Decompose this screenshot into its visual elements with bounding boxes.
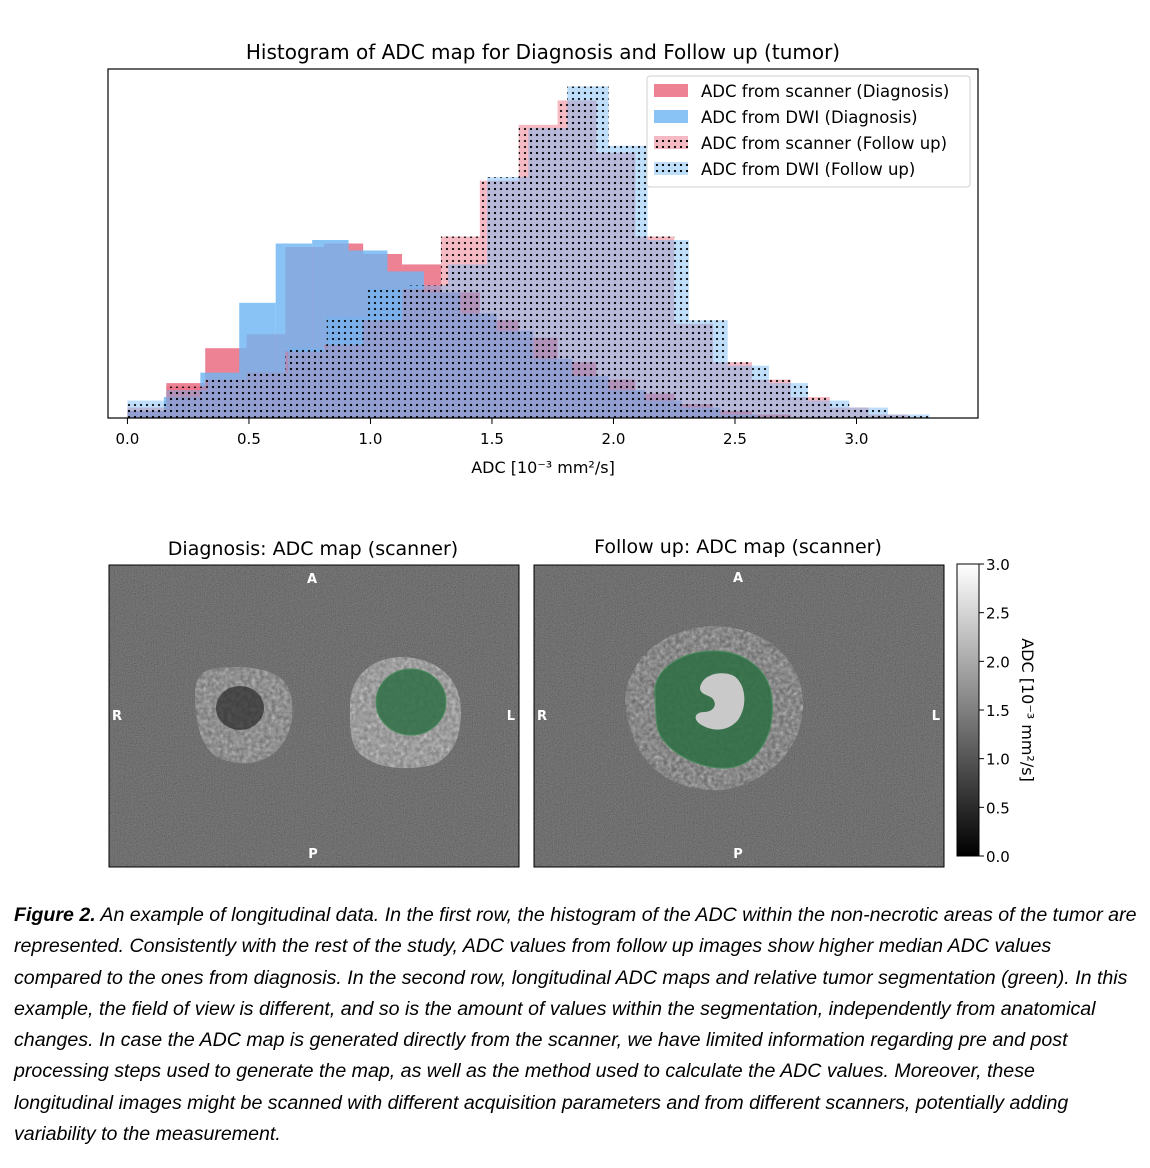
legend-item: ADC from DWI (Follow up) <box>654 160 915 179</box>
caption-text: An example of longitudinal data. In the … <box>14 904 1137 1146</box>
hist-bar-hatch <box>608 145 648 418</box>
legend-item: ADC from scanner (Diagnosis) <box>654 82 949 101</box>
colorbar-tick-label: 1.0 <box>986 751 1010 769</box>
x-axis-label: ADC [10⁻³ mm²/s] <box>471 458 615 477</box>
legend-swatch <box>654 84 688 97</box>
hist-bar-hatch <box>127 400 167 418</box>
chart-title: Histogram of ADC map for Diagnosis and F… <box>246 40 840 64</box>
orientation-bottom-right: P <box>733 847 743 862</box>
anatomy-left <box>195 657 461 769</box>
legend-swatch <box>654 110 688 123</box>
hist-bar-hatch <box>528 128 568 418</box>
hist-bar-hatch <box>368 288 407 418</box>
legend-swatch-hatch <box>654 136 688 149</box>
colorbar-tick-label: 0.0 <box>986 848 1010 866</box>
caption-label: Figure 2. <box>14 904 96 926</box>
hist-bar-hatch <box>567 86 609 418</box>
x-tick-label: 2.0 <box>602 430 626 448</box>
hist-bar-hatch <box>448 264 488 418</box>
hist-bar-hatch <box>849 407 889 418</box>
legend-label: ADC from scanner (Diagnosis) <box>701 82 949 101</box>
orientation-left-right: R <box>537 709 547 724</box>
hist-bar-hatch <box>406 285 449 418</box>
map-title-diagnosis: Diagnosis: ADC map (scanner) <box>168 538 458 560</box>
colorbar-tick-label: 3.0 <box>986 556 1010 574</box>
figure-caption: Figure 2. An example of longitudinal dat… <box>14 900 1139 1150</box>
histogram-chart: Histogram of ADC map for Diagnosis and F… <box>107 40 979 477</box>
hist-bar-hatch <box>888 414 930 418</box>
orientation-right-right: L <box>932 709 940 724</box>
orientation-left-left: R <box>112 709 122 724</box>
histogram-bars <box>127 86 930 418</box>
legend: ADC from scanner (Diagnosis) ADC from DWI… <box>646 75 971 188</box>
map-follow-up: Follow up: ADC map (scanner) A P R L <box>533 536 945 868</box>
orientation-right-left: L <box>507 709 515 724</box>
hist-bar-hatch <box>688 320 728 418</box>
legend-swatch-hatch <box>654 162 688 175</box>
x-tick-label: 1.5 <box>480 430 504 448</box>
hist-bar-hatch <box>287 348 327 418</box>
colorbar-tick-label: 0.5 <box>986 799 1010 817</box>
hist-bar-hatch <box>647 240 689 418</box>
orientation-bottom-left: P <box>308 847 318 862</box>
hist-bar-hatch <box>487 177 529 418</box>
x-tick-label: 0.0 <box>116 430 140 448</box>
legend-label: ADC from DWI (Diagnosis) <box>701 108 918 127</box>
hist-bar-hatch <box>326 316 369 418</box>
hist-bar-hatch <box>246 372 288 418</box>
x-tick-label: 2.5 <box>723 430 747 448</box>
series-3 <box>127 86 930 418</box>
colorbar-tick-label: 1.5 <box>986 702 1010 720</box>
orientation-top-left: A <box>307 572 317 587</box>
legend-box <box>646 75 971 188</box>
x-tick-label: 1.0 <box>359 430 383 448</box>
tumor-segmentation-left <box>375 668 447 736</box>
x-tick-label: 3.0 <box>845 430 869 448</box>
legend-item: ADC from scanner (Follow up) <box>654 134 947 153</box>
colorbar-tick-label: 2.5 <box>986 605 1010 623</box>
hist-bar-hatch <box>807 400 850 418</box>
anatomy-right <box>625 625 804 791</box>
colorbar-label: ADC [10⁻³ mm²/s] <box>1018 638 1037 782</box>
legend-label: ADC from scanner (Follow up) <box>701 134 947 153</box>
map-title-follow-up: Follow up: ADC map (scanner) <box>594 536 882 558</box>
hist-bar-hatch <box>727 365 770 418</box>
x-tick-label: 0.5 <box>237 430 261 448</box>
legend-label: ADC from DWI (Follow up) <box>701 160 915 179</box>
map-diagnosis: Diagnosis: ADC map (scanner) A P R L <box>108 538 520 868</box>
colorbar-tick-label: 2.0 <box>986 653 1010 671</box>
plot-frame <box>107 68 979 419</box>
figure: Histogram of ADC map for Diagnosis and F… <box>107 40 1037 868</box>
hist-bar-hatch <box>769 383 808 418</box>
hist-bar-hatch <box>207 379 247 418</box>
colorbar-gradient <box>956 563 980 857</box>
hist-bar-hatch <box>166 390 208 418</box>
orientation-top-right: A <box>733 571 743 586</box>
legend-item: ADC from DWI (Diagnosis) <box>654 108 918 127</box>
colorbar: 0.0 0.5 1.0 1.5 2.0 2.5 3.0 ADC [10⁻³ mm²/s] <box>956 556 1037 866</box>
x-axis: 0.0 0.5 1.0 1.5 2.0 2.5 3.0 <box>116 418 869 448</box>
